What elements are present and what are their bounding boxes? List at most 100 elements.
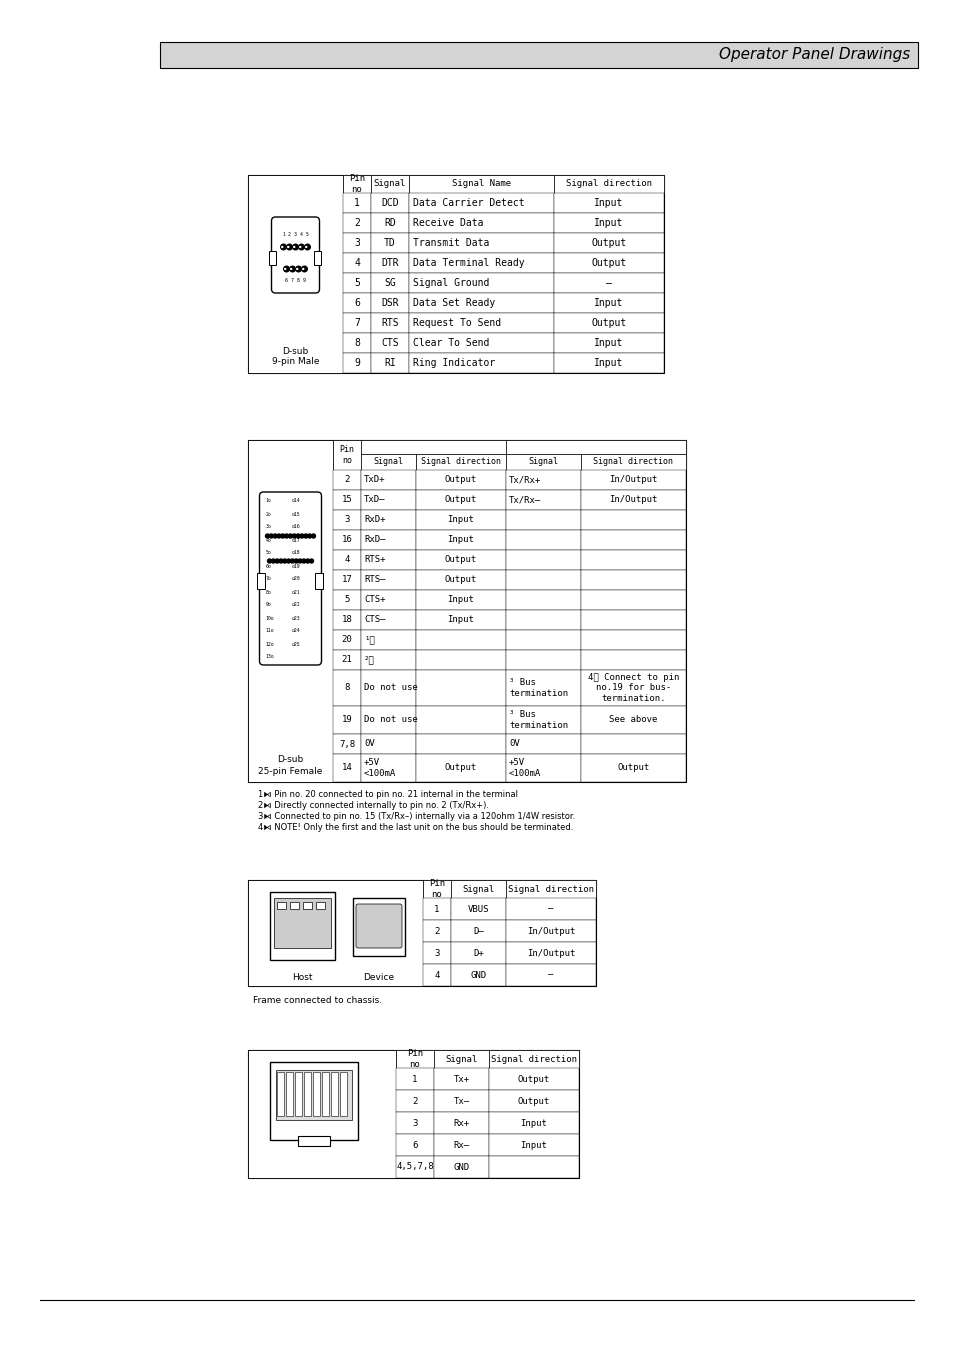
Text: 15: 15 <box>341 495 352 505</box>
Bar <box>554 234 663 252</box>
Circle shape <box>288 535 293 539</box>
Bar <box>505 549 580 570</box>
Text: 8o: 8o <box>265 590 271 594</box>
FancyBboxPatch shape <box>259 491 321 666</box>
Bar <box>286 1072 293 1116</box>
Bar <box>505 510 580 531</box>
Bar <box>360 531 416 549</box>
Text: Signal direction: Signal direction <box>491 1054 577 1064</box>
Bar <box>580 510 685 531</box>
Text: –: – <box>548 971 553 980</box>
Bar <box>554 352 663 373</box>
Text: Request To Send: Request To Send <box>413 319 500 328</box>
Text: Device: Device <box>363 973 395 983</box>
Text: Signal: Signal <box>374 180 406 189</box>
Text: Input: Input <box>520 1141 547 1149</box>
Text: 0V: 0V <box>509 740 519 748</box>
Bar <box>360 510 416 531</box>
Text: Signal direction: Signal direction <box>565 180 651 189</box>
Text: Data Set Ready: Data Set Ready <box>413 298 495 308</box>
Bar <box>304 1072 311 1116</box>
Text: 4⧑ NOTE! Only the first and the last unit on the bus should be terminated.: 4⧑ NOTE! Only the first and the last uni… <box>257 824 573 832</box>
Circle shape <box>282 559 287 563</box>
Text: 7o: 7o <box>265 576 271 582</box>
Text: D–: D– <box>473 926 483 936</box>
Bar <box>315 572 323 589</box>
Bar <box>371 352 409 373</box>
Text: Input: Input <box>594 338 623 348</box>
Bar <box>505 531 580 549</box>
Circle shape <box>295 266 301 271</box>
Text: 4: 4 <box>434 971 439 980</box>
Bar <box>422 880 451 898</box>
Bar <box>333 755 360 782</box>
Circle shape <box>273 535 277 539</box>
Bar <box>416 734 505 755</box>
Text: 25-pin Female: 25-pin Female <box>258 767 322 775</box>
Text: D-sub: D-sub <box>277 756 303 764</box>
Text: –: – <box>548 904 553 914</box>
Bar <box>505 490 580 510</box>
Bar <box>409 252 554 273</box>
Text: Pin
no: Pin no <box>407 1049 422 1069</box>
Bar <box>409 333 554 352</box>
Text: 14: 14 <box>341 764 352 772</box>
Bar <box>505 734 580 755</box>
Bar <box>554 333 663 352</box>
Bar <box>434 1134 489 1156</box>
Bar <box>360 649 416 670</box>
Bar <box>409 273 554 293</box>
Bar <box>505 590 580 610</box>
Bar <box>360 755 416 782</box>
Text: 4,5,7,8: 4,5,7,8 <box>395 1162 434 1172</box>
Bar <box>422 942 451 964</box>
Text: 1: 1 <box>434 904 439 914</box>
Bar <box>416 706 505 734</box>
Bar <box>248 1050 578 1179</box>
Text: 4: 4 <box>344 555 350 564</box>
Text: Output: Output <box>444 764 476 772</box>
Bar <box>409 293 554 313</box>
Bar <box>505 470 580 490</box>
Bar <box>580 570 685 590</box>
Bar <box>333 590 360 610</box>
Bar <box>333 549 360 570</box>
Text: 10o: 10o <box>265 616 274 621</box>
Text: In/Output: In/Output <box>609 495 657 505</box>
Text: Output: Output <box>517 1096 550 1106</box>
Text: 5: 5 <box>306 231 309 236</box>
Bar <box>371 333 409 352</box>
Circle shape <box>276 535 281 539</box>
Bar <box>409 213 554 234</box>
Text: RTS+: RTS+ <box>364 555 385 564</box>
Text: ³ Bus
termination: ³ Bus termination <box>509 678 568 698</box>
Circle shape <box>283 266 289 271</box>
Bar <box>505 919 596 942</box>
Text: 1: 1 <box>412 1075 417 1084</box>
Circle shape <box>287 244 292 250</box>
Bar <box>580 549 685 570</box>
Bar <box>434 1068 489 1089</box>
Bar <box>416 630 505 649</box>
Text: 8: 8 <box>344 683 350 693</box>
Bar <box>360 470 416 490</box>
Text: 3: 3 <box>294 231 296 236</box>
Text: 1: 1 <box>282 231 285 236</box>
Bar <box>422 964 451 986</box>
Text: Signal direction: Signal direction <box>507 884 594 894</box>
Text: 20: 20 <box>341 636 352 644</box>
Bar <box>395 1156 434 1179</box>
Text: 1⧑ Pin no. 20 connected to pin no. 21 internal in the terminal: 1⧑ Pin no. 20 connected to pin no. 21 in… <box>257 790 517 799</box>
Bar <box>371 313 409 333</box>
Bar <box>360 630 416 649</box>
Text: CTS–: CTS– <box>364 616 385 625</box>
Text: 3⧑ Connected to pin no. 15 (Tx/Rx–) internally via a 120ohm 1/4W resistor.: 3⧑ Connected to pin no. 15 (Tx/Rx–) inte… <box>257 811 575 821</box>
Bar <box>333 630 360 649</box>
Bar <box>331 1072 337 1116</box>
Text: 11o: 11o <box>265 629 274 633</box>
Text: Data Terminal Ready: Data Terminal Ready <box>413 258 524 269</box>
Bar <box>505 880 596 898</box>
Text: Signal: Signal <box>445 1054 477 1064</box>
Bar <box>416 549 505 570</box>
Bar <box>395 1089 434 1112</box>
